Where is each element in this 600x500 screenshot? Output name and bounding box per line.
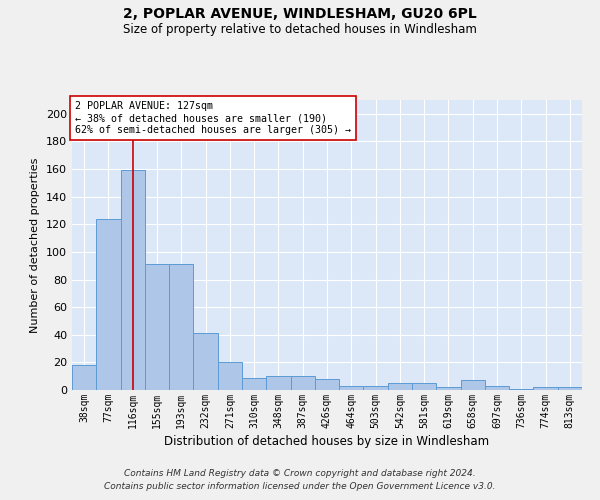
Text: Contains public sector information licensed under the Open Government Licence v3: Contains public sector information licen…: [104, 482, 496, 491]
Text: Size of property relative to detached houses in Windlesham: Size of property relative to detached ho…: [123, 22, 477, 36]
Bar: [339, 386, 364, 390]
Text: Contains HM Land Registry data © Crown copyright and database right 2024.: Contains HM Land Registry data © Crown c…: [124, 468, 476, 477]
Bar: [121, 170, 145, 390]
Bar: [388, 383, 412, 390]
Bar: [558, 387, 582, 390]
Bar: [290, 376, 315, 390]
Text: 2, POPLAR AVENUE, WINDLESHAM, GU20 6PL: 2, POPLAR AVENUE, WINDLESHAM, GU20 6PL: [123, 8, 477, 22]
Bar: [169, 264, 193, 390]
Bar: [533, 387, 558, 390]
Bar: [145, 264, 169, 390]
Bar: [461, 380, 485, 390]
Bar: [412, 383, 436, 390]
Bar: [72, 365, 96, 390]
Bar: [509, 388, 533, 390]
Bar: [485, 386, 509, 390]
Bar: [242, 378, 266, 390]
Text: Distribution of detached houses by size in Windlesham: Distribution of detached houses by size …: [164, 435, 490, 448]
Y-axis label: Number of detached properties: Number of detached properties: [31, 158, 40, 332]
Bar: [218, 362, 242, 390]
Bar: [315, 379, 339, 390]
Bar: [193, 334, 218, 390]
Bar: [96, 219, 121, 390]
Bar: [436, 387, 461, 390]
Text: 2 POPLAR AVENUE: 127sqm
← 38% of detached houses are smaller (190)
62% of semi-d: 2 POPLAR AVENUE: 127sqm ← 38% of detache…: [74, 102, 350, 134]
Bar: [266, 376, 290, 390]
Bar: [364, 386, 388, 390]
